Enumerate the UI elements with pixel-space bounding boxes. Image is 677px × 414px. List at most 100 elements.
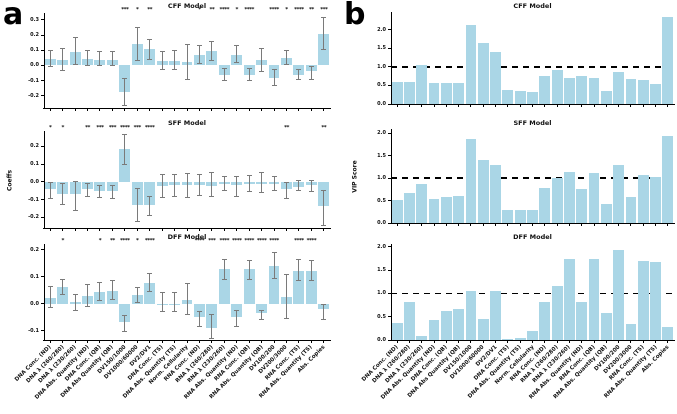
x-tick-a-sff xyxy=(323,229,325,231)
x-tick-b-sff xyxy=(470,224,472,226)
error-cap-a-cff xyxy=(109,51,115,53)
error-cap-a-sff xyxy=(283,182,289,184)
error-bar-a-cff xyxy=(223,68,225,81)
x-tick-b-sff xyxy=(655,224,657,226)
error-cap-a-sff xyxy=(271,190,277,192)
x-tick-b-dff xyxy=(642,341,644,343)
significance-stars-a-sff: **** xyxy=(144,124,155,131)
error-bar-a-sff xyxy=(323,190,325,226)
x-tick-b-cff xyxy=(408,105,410,107)
y-tick-label-a-sff: 0.2 xyxy=(30,143,39,150)
x-tick-a-dff xyxy=(124,341,126,343)
error-bar-a-dff xyxy=(223,259,225,280)
error-bar-a-sff xyxy=(87,183,89,197)
y-tick-a-sff xyxy=(41,199,44,201)
error-cap-a-cff xyxy=(85,49,91,51)
error-bar-a-cff xyxy=(323,17,325,50)
significance-stars-a-sff: ** xyxy=(321,124,327,131)
bar-b-sff xyxy=(637,174,649,223)
error-cap-a-cff xyxy=(172,49,178,51)
error-cap-a-dff xyxy=(147,272,153,274)
error-bar-a-sff xyxy=(136,188,138,222)
x-tick-a-cff xyxy=(149,109,151,111)
y-axis-label-b-sff: VIP Score xyxy=(351,160,359,193)
x-tick-b-cff xyxy=(421,105,423,107)
error-cap-a-cff xyxy=(209,60,215,62)
y-tick-label-a-dff: 0.0 xyxy=(30,300,39,307)
error-bar-a-sff xyxy=(310,180,312,192)
x-tick-a-sff xyxy=(273,229,275,231)
bar-b-sff xyxy=(453,195,465,223)
y-tick-a-cff xyxy=(41,49,44,51)
x-tick-a-cff xyxy=(198,109,200,111)
error-cap-a-sff xyxy=(246,175,252,177)
x-tick-a-dff xyxy=(136,341,138,343)
error-cap-a-sff xyxy=(60,183,66,185)
error-bar-a-cff xyxy=(136,27,138,61)
x-tick-b-dff xyxy=(470,341,472,343)
x-tick-a-dff xyxy=(273,341,275,343)
error-cap-a-dff xyxy=(196,326,202,328)
y-tick-b-dff xyxy=(388,246,391,248)
x-tick-a-dff xyxy=(236,341,238,343)
x-tick-a-cff xyxy=(248,109,250,111)
y-tick-label-a-cff: 0.2 xyxy=(30,32,39,39)
x-axis-spine-b-cff xyxy=(390,104,675,105)
error-cap-a-dff xyxy=(196,311,202,313)
error-cap-a-dff xyxy=(134,301,140,303)
x-tick-b-cff xyxy=(507,105,509,107)
bar-b-cff xyxy=(576,76,588,104)
error-bar-a-dff xyxy=(261,310,263,320)
error-bar-a-sff xyxy=(161,174,163,198)
error-cap-a-dff xyxy=(159,292,165,294)
x-tick-a-cff xyxy=(49,109,51,111)
bar-b-dff xyxy=(527,330,538,340)
error-cap-a-cff xyxy=(246,80,252,82)
significance-stars-a-sff: ** xyxy=(85,124,90,131)
bar-b-sff xyxy=(576,188,588,223)
x-tick-a-cff xyxy=(223,109,225,111)
x-tick-a-sff xyxy=(99,229,101,231)
significance-stars-a-cff: ** xyxy=(308,6,314,13)
significance-stars-a-cff: * xyxy=(285,6,288,13)
x-tick-a-dff xyxy=(261,341,263,343)
bar-b-sff xyxy=(588,172,600,223)
error-cap-a-cff xyxy=(122,105,128,107)
bar-a-sff xyxy=(119,148,131,182)
y-tick-a-cff xyxy=(41,64,44,66)
error-cap-a-sff xyxy=(172,196,178,198)
bar-b-dff xyxy=(662,326,674,340)
y-tick-label-b-dff: 1.0 xyxy=(377,290,386,297)
x-tick-a-cff xyxy=(174,109,176,111)
error-cap-a-dff xyxy=(85,305,91,307)
bar-b-sff xyxy=(564,172,575,223)
significance-stars-a-sff: *** xyxy=(133,124,142,131)
error-bar-a-dff xyxy=(124,315,126,332)
x-tick-b-cff xyxy=(495,105,497,107)
error-cap-a-dff xyxy=(296,280,302,282)
bar-a-dff xyxy=(57,287,69,304)
y-tick-label-a-cff: 0.1 xyxy=(30,47,39,54)
significance-stars-a-dff: **** xyxy=(294,237,304,244)
x-tick-b-sff xyxy=(445,224,447,226)
y-tick-a-cff xyxy=(41,19,44,21)
x-tick-b-cff xyxy=(445,105,447,107)
error-cap-a-sff xyxy=(308,180,314,182)
significance-stars-a-dff: * xyxy=(136,237,139,244)
bar-b-sff xyxy=(527,210,538,223)
bar-b-dff xyxy=(650,262,661,340)
x-tick-b-cff xyxy=(618,105,620,107)
x-tick-a-dff xyxy=(99,341,101,343)
error-cap-a-cff xyxy=(97,51,103,53)
bar-b-dff xyxy=(428,320,440,340)
error-cap-a-dff xyxy=(172,292,178,294)
x-tick-a-sff xyxy=(161,229,163,231)
x-tick-b-sff xyxy=(433,224,435,226)
error-bar-a-sff xyxy=(124,134,126,165)
significance-stars-a-dff: * xyxy=(61,237,64,244)
error-cap-a-dff xyxy=(271,251,277,253)
error-cap-a-dff xyxy=(60,293,66,295)
bar-b-cff xyxy=(637,80,649,104)
y-tick-a-cff xyxy=(41,80,44,82)
x-tick-a-dff xyxy=(161,341,163,343)
